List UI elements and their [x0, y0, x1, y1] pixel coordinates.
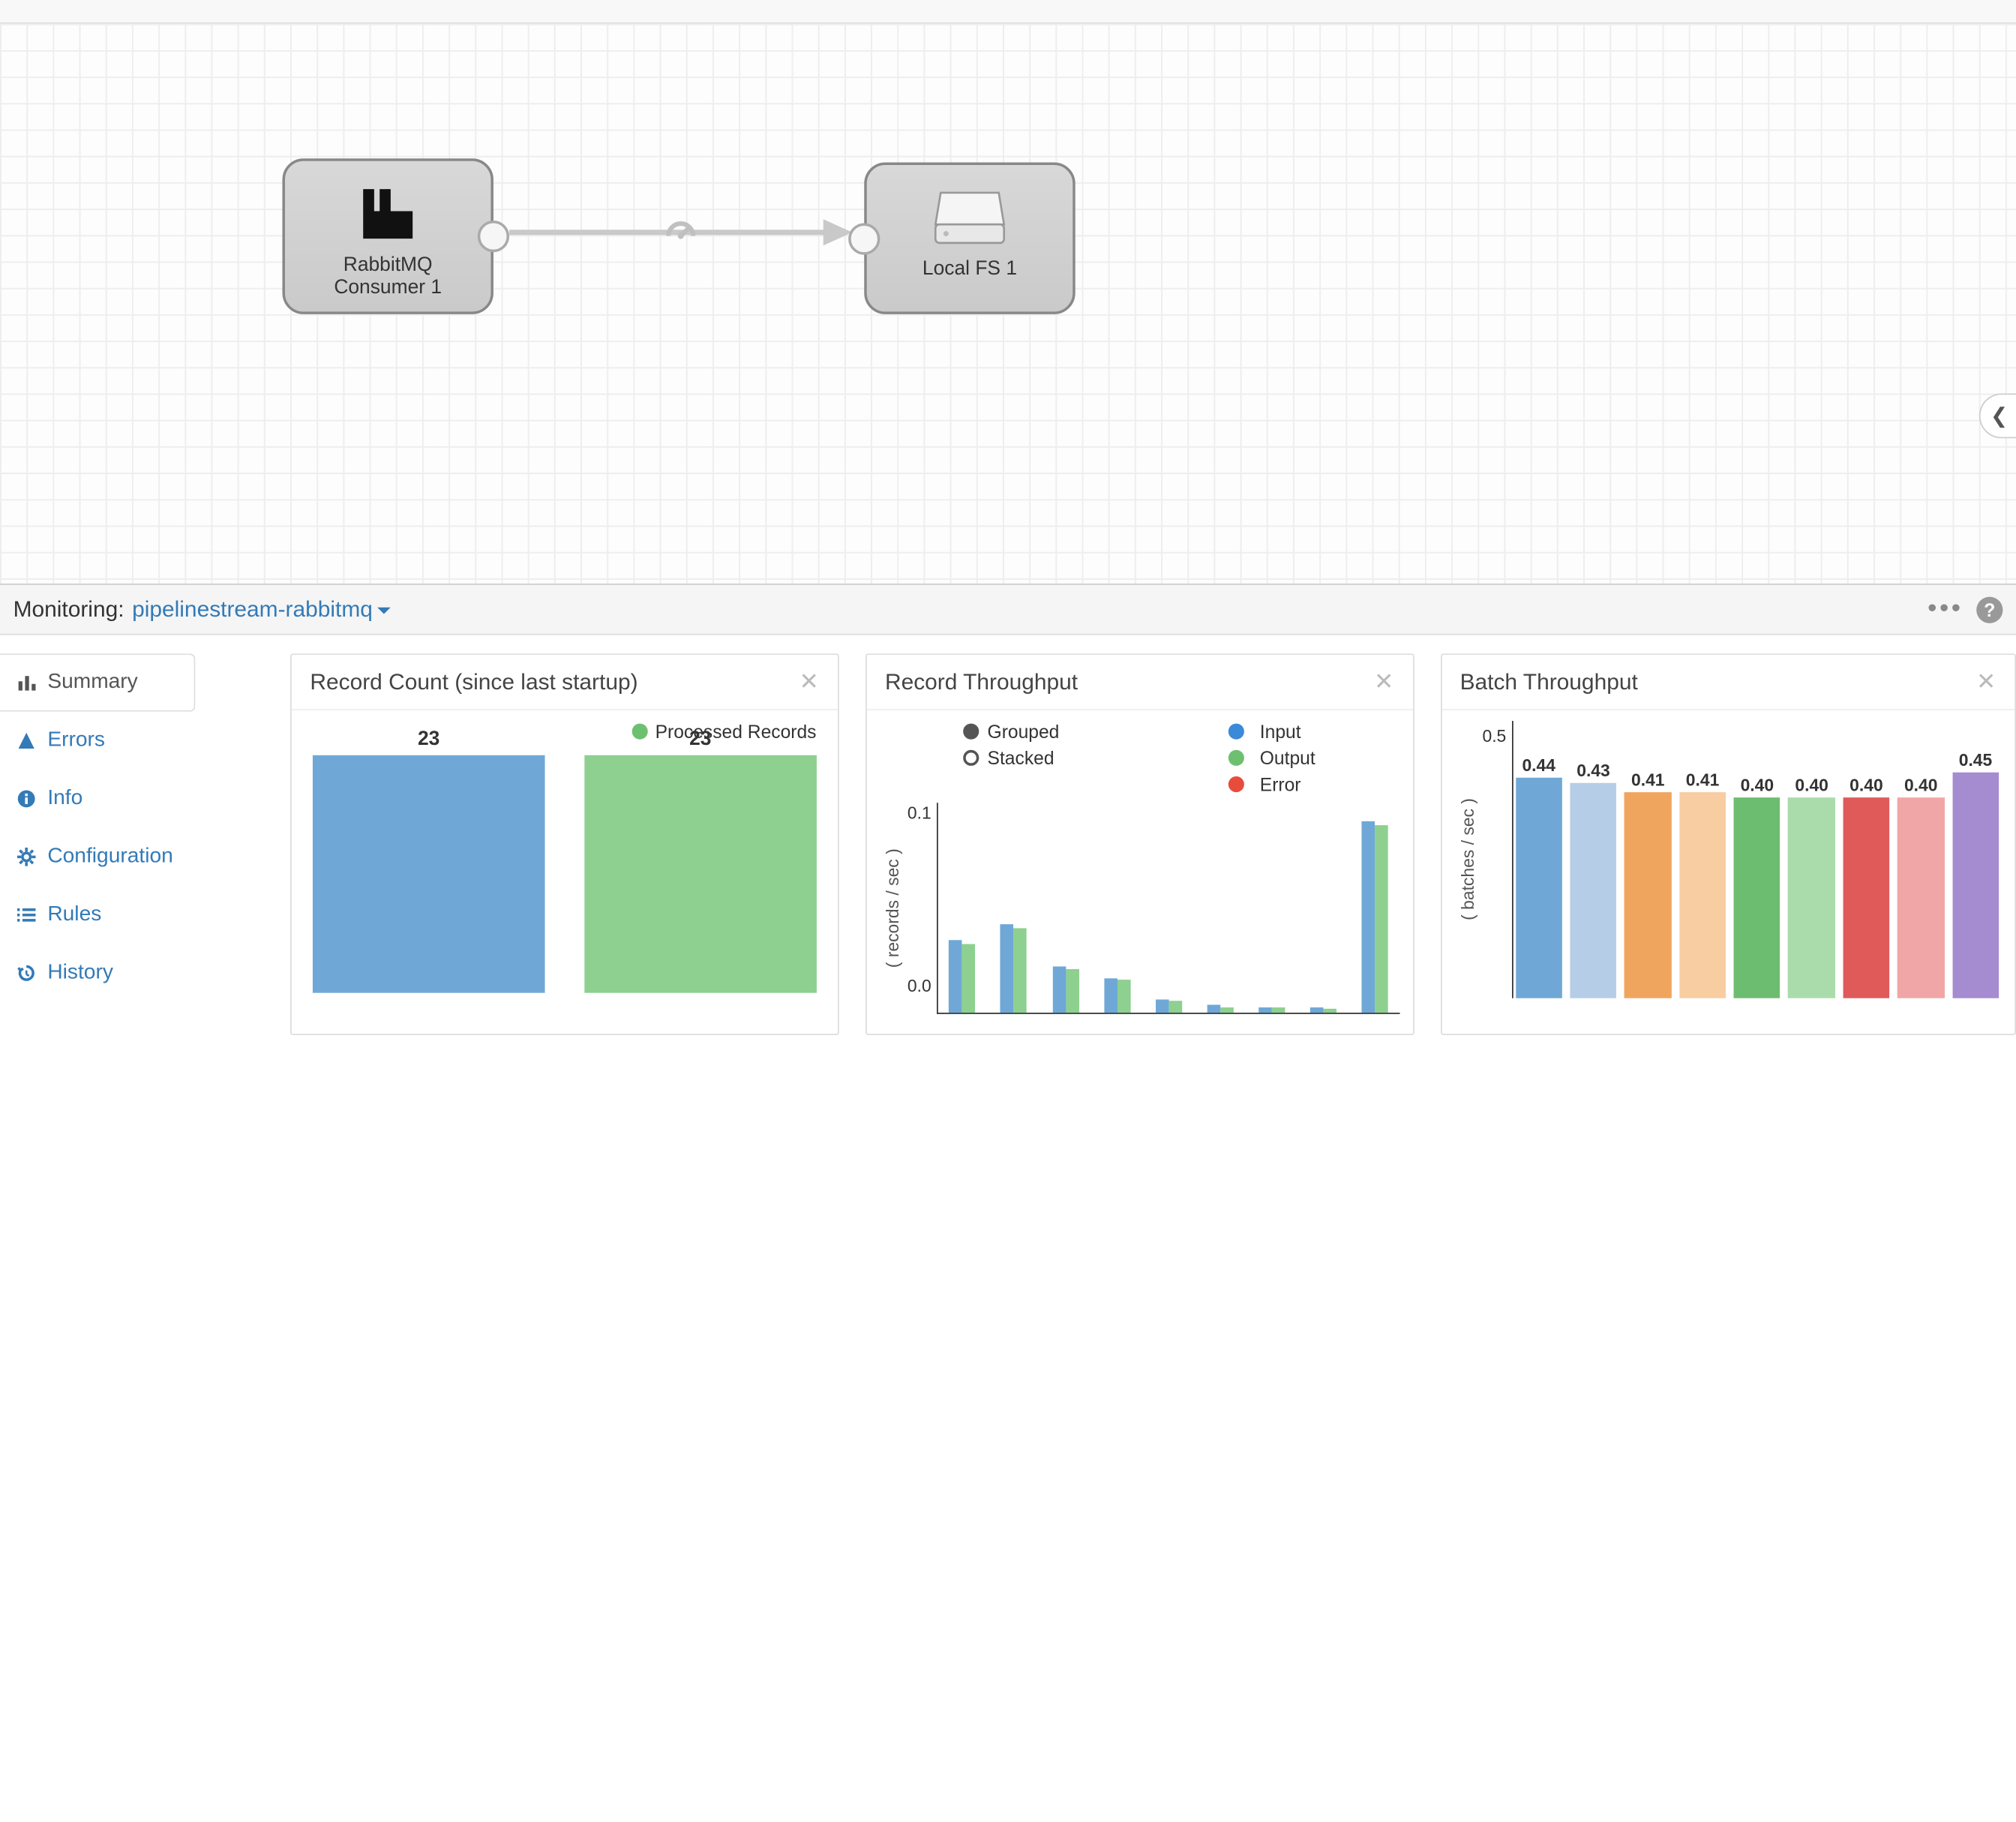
output-port[interactable] [478, 221, 509, 252]
gauge-icon [662, 212, 699, 248]
drive-icon [933, 188, 1007, 248]
y-axis-ticks: 0.10.0 [904, 803, 936, 1014]
monitoring-header: Monitoring: pipelinestream-rabbitmq ••• … [0, 585, 2016, 635]
bar: 0.40 [1789, 775, 1835, 998]
legend-item: Error [1228, 773, 1301, 794]
tab-label: Errors [47, 729, 105, 753]
tab-label: Summary [47, 671, 137, 695]
tab-info[interactable]: Info [0, 770, 195, 827]
bar: 23 [584, 728, 816, 993]
close-icon[interactable]: ✕ [1976, 668, 1996, 696]
record-throughput-chart [937, 803, 1400, 1014]
legend-item: Output [1228, 747, 1316, 768]
y-axis-label: ( batches / sec ) [1455, 721, 1480, 998]
header-bar [0, 0, 2016, 24]
bar-group [1201, 803, 1239, 1013]
list-icon [16, 906, 37, 925]
chart-legend: Grouped Stacked Input Output Error [880, 721, 1400, 795]
tab-summary[interactable]: Summary [0, 653, 195, 711]
node-label: Local FS 1 [914, 257, 1024, 280]
close-icon[interactable]: ✕ [799, 668, 819, 696]
bar: 0.41 [1679, 770, 1726, 998]
bar: 0.40 [1898, 775, 1944, 998]
pipeline-node-localfs[interactable]: Local FS 1 [864, 163, 1075, 314]
bar-group [1304, 803, 1342, 1013]
collapse-panel-button[interactable]: ❮ [1978, 394, 2016, 439]
bar: 0.44 [1516, 755, 1562, 998]
close-icon[interactable]: ✕ [1374, 668, 1394, 696]
batch-throughput-chart: 0.440.430.410.410.400.400.400.400.45 [1511, 721, 2001, 998]
toggle-stacked[interactable]: Stacked [964, 747, 1054, 768]
toggle-grouped[interactable]: Grouped [964, 721, 1060, 742]
y-axis-label: ( records / sec ) [880, 803, 904, 1014]
bar-group [944, 803, 982, 1013]
warning-icon [16, 731, 37, 750]
tab-rules[interactable]: Rules [0, 886, 195, 944]
bar: 0.40 [1734, 775, 1780, 998]
record-count-chart: 2323 [304, 742, 824, 992]
bar-group [1150, 803, 1188, 1013]
tab-errors[interactable]: Errors [0, 712, 195, 770]
y-axis-ticks: 0.5 [1480, 721, 1511, 998]
history-icon [16, 964, 37, 983]
monitoring-pipeline-dropdown[interactable]: pipelinestream-rabbitmq [132, 596, 391, 623]
bar-group [1098, 803, 1136, 1013]
factory-icon [355, 181, 421, 247]
legend-item: Input [1228, 721, 1301, 742]
panel-record-throughput: Record Throughput ✕ Grouped Stacked Input… [866, 653, 1414, 1035]
panel-title: Record Throughput [885, 669, 1078, 695]
bar-group [1252, 803, 1291, 1013]
pipeline-canvas[interactable]: RabbitMQ Consumer 1 Local FS 1 ❮ [0, 24, 2016, 585]
tab-label: Configuration [47, 845, 172, 869]
panel-title: Batch Throughput [1460, 669, 1638, 695]
input-port[interactable] [848, 223, 880, 254]
pipeline-edge [509, 219, 852, 245]
node-label: RabbitMQ Consumer 1 [326, 254, 450, 299]
tab-label: Info [47, 787, 82, 811]
tab-label: History [47, 961, 113, 985]
panel-title: Record Count (since last startup) [310, 669, 638, 695]
help-button[interactable]: ? [1976, 596, 2002, 623]
gear-icon [16, 848, 37, 866]
bar: 0.40 [1843, 775, 1889, 998]
tab-label: Rules [47, 903, 101, 927]
bar: 0.43 [1570, 760, 1616, 998]
pipeline-node-rabbitmq[interactable]: RabbitMQ Consumer 1 [282, 158, 493, 314]
tab-history[interactable]: History [0, 944, 195, 1002]
info-icon [16, 790, 37, 809]
more-menu-button[interactable]: ••• [1928, 594, 1964, 624]
monitoring-tabs: Summary Errors Info Configuration Rules Histo… [0, 653, 195, 1035]
caret-down-icon [378, 607, 392, 614]
bar-chart-icon [16, 674, 37, 692]
bar-group [1355, 803, 1394, 1013]
bar-group [994, 803, 1033, 1013]
panel-batch-throughput: Batch Throughput ✕ ( batches / sec ) 0.5… [1440, 653, 2016, 1035]
bar-group [1046, 803, 1084, 1013]
monitoring-label: Monitoring: [14, 596, 124, 623]
bar: 0.41 [1624, 770, 1671, 998]
bar: 0.45 [1952, 750, 1999, 998]
bar: 23 [313, 728, 544, 993]
panel-record-count: Record Count (since last startup) ✕ Proc… [290, 653, 838, 1035]
tab-configuration[interactable]: Configuration [0, 828, 195, 886]
